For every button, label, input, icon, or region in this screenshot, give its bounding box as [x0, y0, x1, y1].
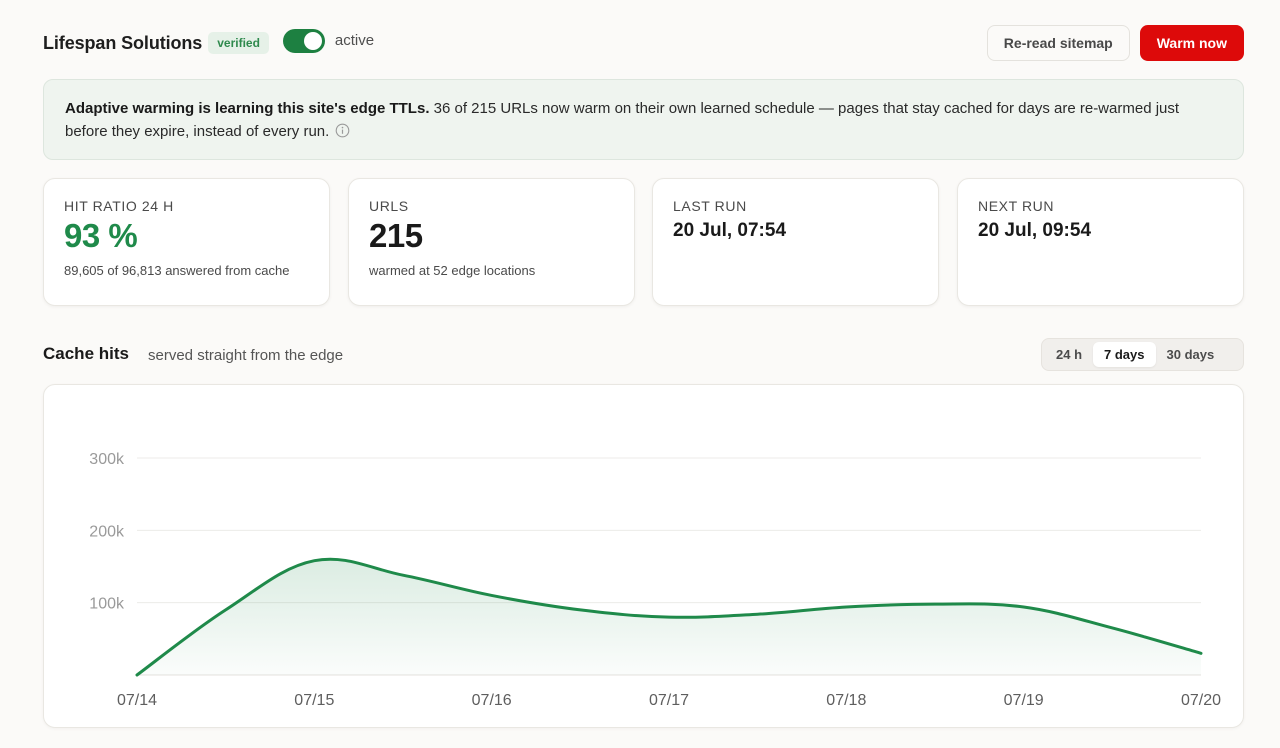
x-tick-label: 07/15: [294, 692, 334, 709]
reread-sitemap-button[interactable]: Re-read sitemap: [986, 25, 1130, 61]
cache-hits-line: [135, 557, 1203, 677]
toggle-label: active: [334, 31, 375, 49]
range-tab-30days[interactable]: 30 days: [1166, 347, 1215, 362]
y-tick-label: 300k: [89, 451, 125, 468]
info-icon[interactable]: [335, 122, 350, 145]
range-tab-7days[interactable]: 7 days: [1093, 342, 1156, 367]
x-tick-label: 07/18: [826, 692, 866, 709]
x-tick-label: 07/16: [472, 692, 512, 709]
y-tick-label: 200k: [89, 523, 125, 540]
cache-hits-subtitle: served straight from the edge: [148, 347, 344, 364]
hit-ratio-value: 93 %: [64, 217, 138, 254]
adaptive-warming-notice: Adaptive warming is learning this site's…: [43, 79, 1244, 160]
cache-hits-title: Cache hits: [43, 344, 129, 363]
notice-text: 36 of 215 URLs now warm on their own lea…: [65, 100, 1180, 140]
cache-hits-area: [137, 559, 1201, 675]
y-tick-label: 100k: [89, 596, 125, 613]
toggle-knob: [303, 32, 322, 50]
site-name: Lifespan Solutions: [43, 32, 203, 53]
last-run-card: LAST RUN 20 Jul, 07:54: [652, 178, 939, 306]
urls-label: URLS: [369, 198, 409, 214]
last-run-label: LAST RUN: [673, 198, 747, 214]
urls-card: URLS 215 warmed at 52 edge locations: [348, 178, 635, 306]
hit-ratio-sub: 89,605 of 96,813 answered from cache: [64, 263, 290, 278]
urls-value: 215: [369, 217, 423, 254]
range-tab-24h[interactable]: 24 h: [1056, 347, 1083, 362]
chart-svg: 100k 200k 300k 07/14 07/15 07/16 07/17 07/18 07/…: [89, 451, 1221, 709]
stats-row: HIT RATIO 24 H 93 % 89,605 of 96,813 ans…: [43, 178, 1244, 306]
next-run-label: NEXT RUN: [978, 198, 1055, 214]
hit-ratio-label: HIT RATIO 24 H: [64, 198, 174, 214]
cache-hits-chart: 100k 200k 300k 07/14 07/15 07/16 07/17 07/18 07/…: [43, 384, 1244, 728]
site-header: Lifespan Solutions verified active Re-re…: [43, 24, 1244, 62]
range-selector: 24 h 7 days 30 days: [1041, 338, 1244, 371]
hit-ratio-card: HIT RATIO 24 H 93 % 89,605 of 96,813 ans…: [43, 178, 330, 306]
warm-now-button[interactable]: Warm now: [1139, 25, 1244, 61]
urls-sub: warmed at 52 edge locations: [369, 263, 536, 278]
last-run-value: 20 Jul, 07:54: [673, 220, 787, 241]
verified-badge: verified: [208, 32, 269, 54]
x-tick-label: 07/20: [1181, 692, 1221, 709]
active-toggle[interactable]: [282, 29, 325, 53]
x-tick-label: 07/14: [117, 692, 157, 709]
x-tick-label: 07/17: [649, 692, 689, 709]
x-tick-label: 07/19: [1004, 692, 1044, 709]
notice-heading: Adaptive warming is learning this site's…: [65, 100, 430, 117]
next-run-card: NEXT RUN 20 Jul, 09:54: [957, 178, 1244, 306]
next-run-value: 20 Jul, 09:54: [978, 220, 1092, 241]
